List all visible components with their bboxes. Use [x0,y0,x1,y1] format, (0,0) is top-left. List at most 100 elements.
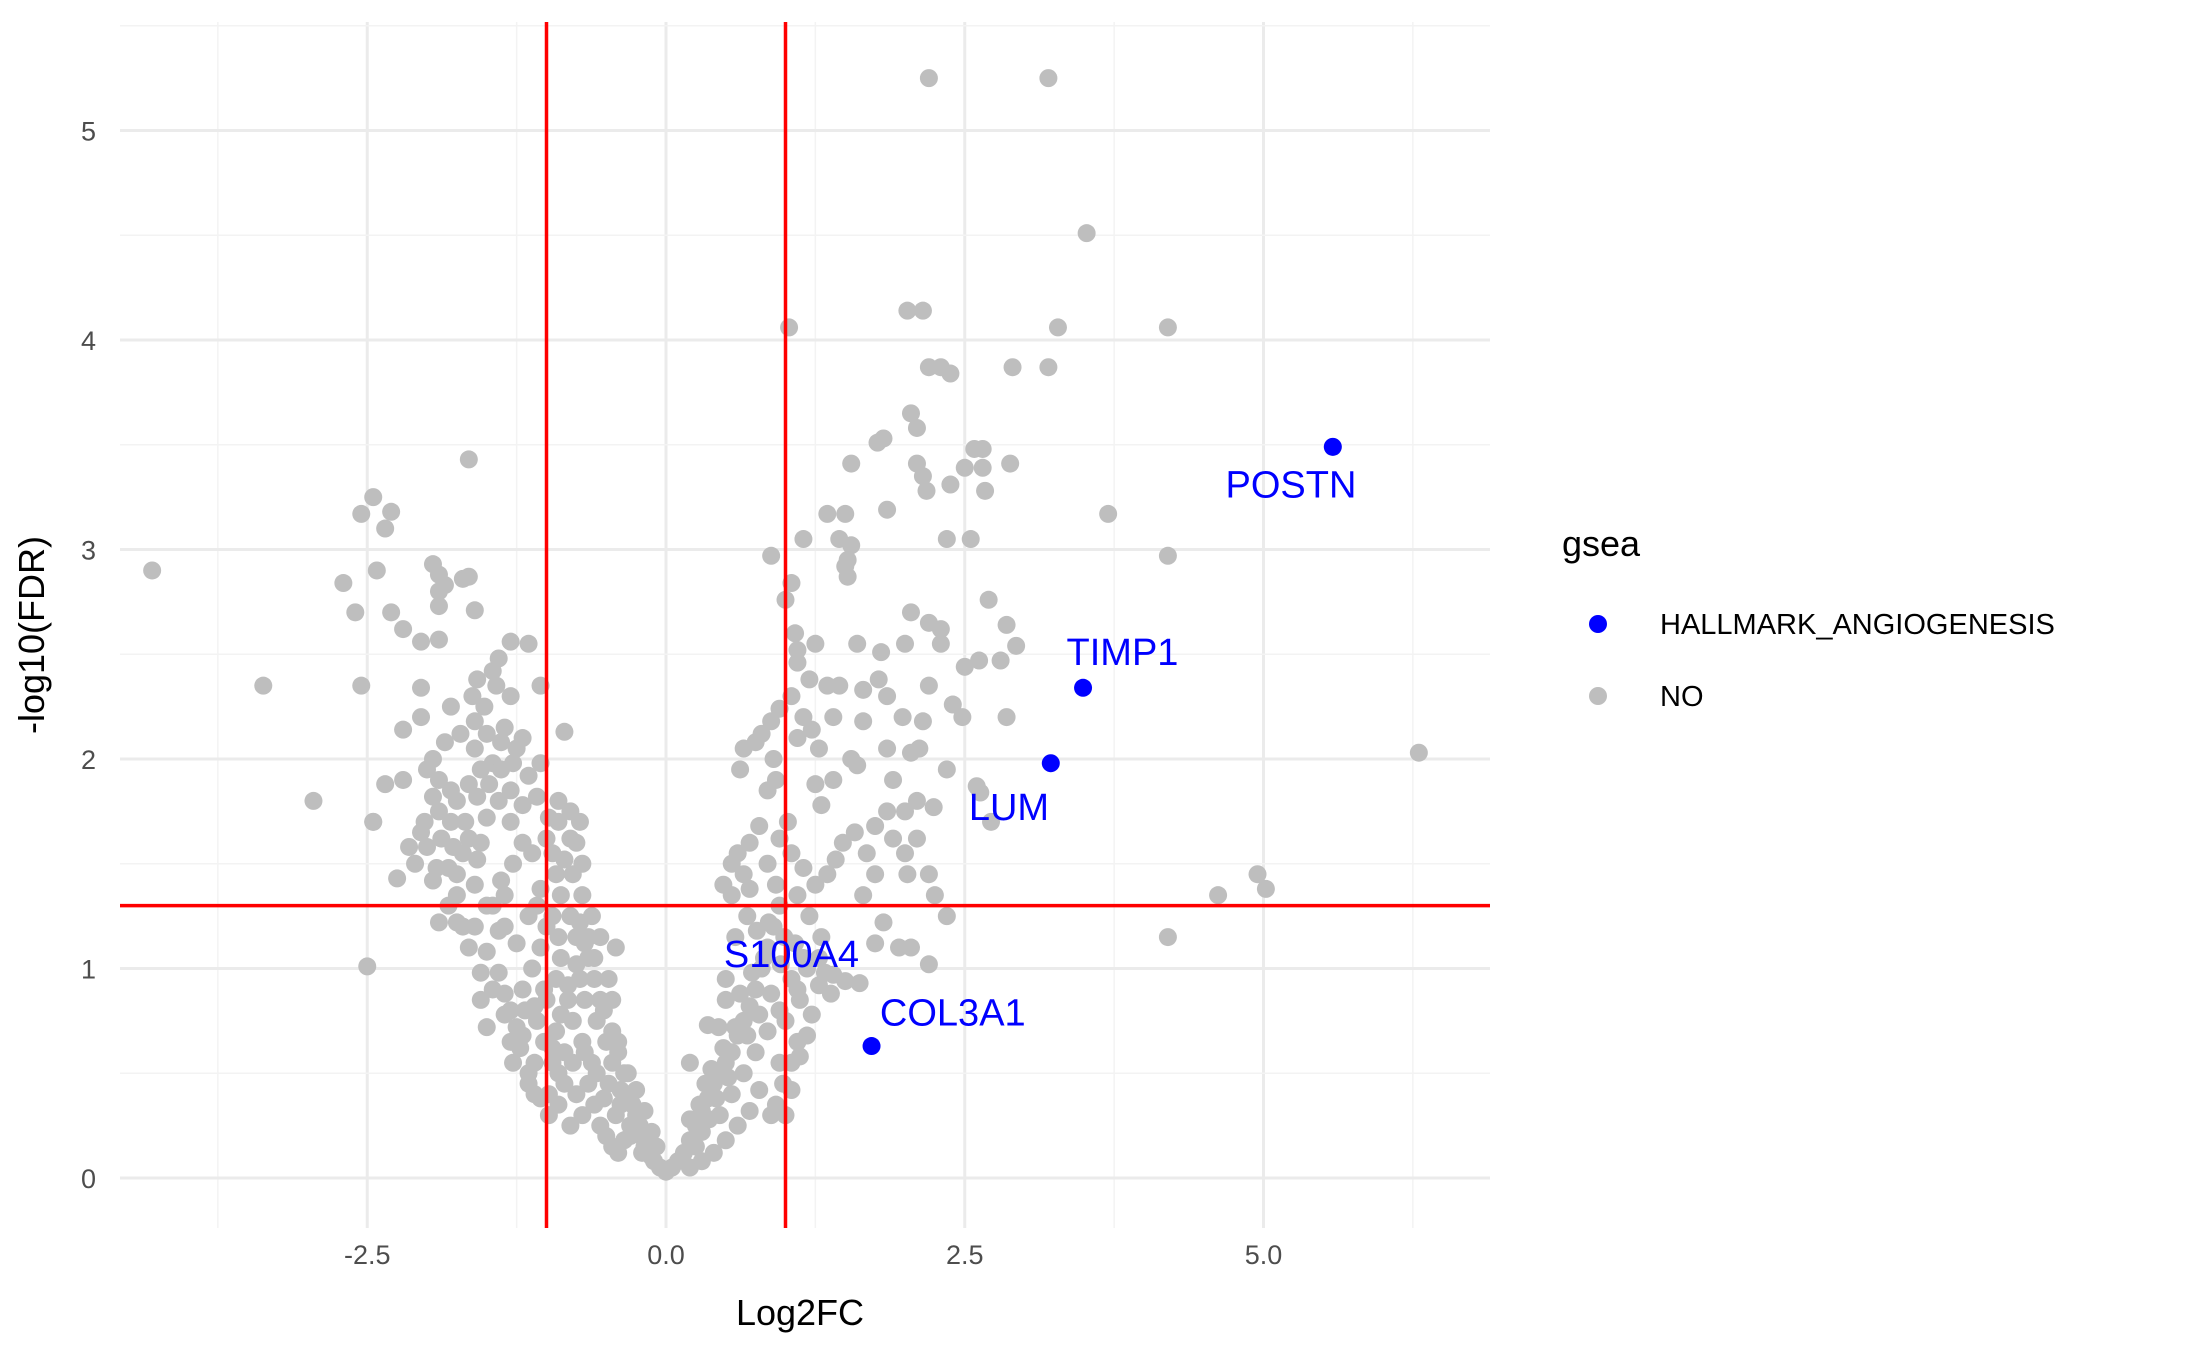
data-point-no [585,969,604,988]
data-point-no [953,708,972,727]
data-point-no [427,858,446,877]
data-point-no [459,829,478,848]
data-point-no [304,791,323,810]
data-point-no [551,886,570,905]
data-point-no [418,837,436,856]
gene-label: TIMP1 [1067,632,1179,674]
data-point-no [872,643,891,662]
data-point-no [523,959,542,978]
data-point-no [941,364,960,383]
data-point-no [833,833,852,852]
data-point-no [599,1074,618,1093]
data-point-angiogenesis [1323,437,1342,456]
data-point-no [563,1053,582,1072]
gene-label: COL3A1 [880,992,1026,1034]
data-point-no [759,913,778,932]
data-point-no [418,760,436,779]
data-point-no [709,1018,728,1037]
data-point-no [919,955,938,974]
data-point-no [513,1026,532,1045]
data-point-no [973,458,992,477]
data-point-no [504,1053,523,1072]
data-point-no [501,781,520,800]
data-point-no [976,481,995,500]
data-point-no [973,439,992,458]
data-point-no [475,697,494,716]
data-point-no [573,886,592,905]
data-point-no [788,729,807,748]
data-point-no [1248,865,1267,884]
data-point-no [487,676,506,695]
data-point-no [447,791,466,810]
data-point-no [394,770,413,789]
data-point-no [459,938,478,957]
data-point-no [997,708,1016,727]
data-point-no [1158,546,1177,565]
data-point-no [603,1022,622,1041]
data-point-no [570,913,589,932]
data-point-no [798,959,817,978]
data-point-no [480,775,499,794]
x-tick-label: 0.0 [647,1240,685,1270]
data-point-no [812,928,831,947]
data-point-no [465,712,484,731]
data-point-no [893,708,912,727]
data-point-no [567,1085,586,1104]
data-point-no [913,712,932,731]
data-point-no [842,536,861,555]
data-point-no [907,791,926,810]
data-point-no [790,1047,809,1066]
data-point-no [716,990,735,1009]
data-point-no [884,829,903,848]
data-point-no [884,770,903,789]
data-point-no [423,555,442,574]
data-point-no [429,582,448,601]
data-point-no [575,990,594,1009]
data-point-no [501,812,520,831]
data-point-no [1256,879,1275,898]
data-point-no [143,561,162,580]
data-point-no [561,829,580,848]
data-point-no [412,708,431,727]
data-point-no [495,886,514,905]
data-point-no [465,601,484,620]
data-point-no [818,865,837,884]
data-point-no [740,879,759,898]
data-point-no [997,615,1016,634]
data-point-no [573,1106,592,1125]
data-point-no [680,1158,699,1177]
data-point-no [707,1089,726,1108]
data-point-no [429,630,448,649]
data-point-no [838,567,857,586]
data-point-no [809,739,828,758]
data-point-no [459,450,478,469]
data-point-no [635,1101,654,1120]
data-point-no [627,1081,646,1100]
data-point-no [358,957,377,976]
data-point-no [551,1005,570,1024]
data-point-no [854,680,873,699]
data-point-no [726,928,745,947]
data-point-angiogenesis [862,1037,881,1056]
data-point-no [551,949,570,968]
data-point-no [575,1043,594,1062]
data-point-no [794,530,813,549]
data-point-no [429,597,448,616]
data-point-no [567,955,586,974]
data-point-no [896,844,914,863]
data-point-no [412,678,431,697]
data-point-no [477,942,496,961]
y-tick-label: 2 [81,745,96,775]
data-point-no [555,850,574,869]
y-tick-label: 0 [81,1164,96,1194]
data-point-no [971,783,990,802]
data-point-no [504,854,523,873]
data-point-no [346,603,365,622]
data-point-no [539,808,558,827]
data-point-no [738,907,757,926]
data-point-no [456,812,475,831]
data-point-no [549,791,568,810]
data-point-no [750,1081,769,1100]
data-point-no [570,812,589,831]
points-no-series [143,69,1428,1181]
